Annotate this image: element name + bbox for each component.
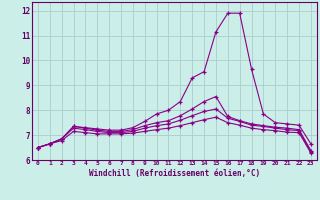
X-axis label: Windchill (Refroidissement éolien,°C): Windchill (Refroidissement éolien,°C): [89, 169, 260, 178]
